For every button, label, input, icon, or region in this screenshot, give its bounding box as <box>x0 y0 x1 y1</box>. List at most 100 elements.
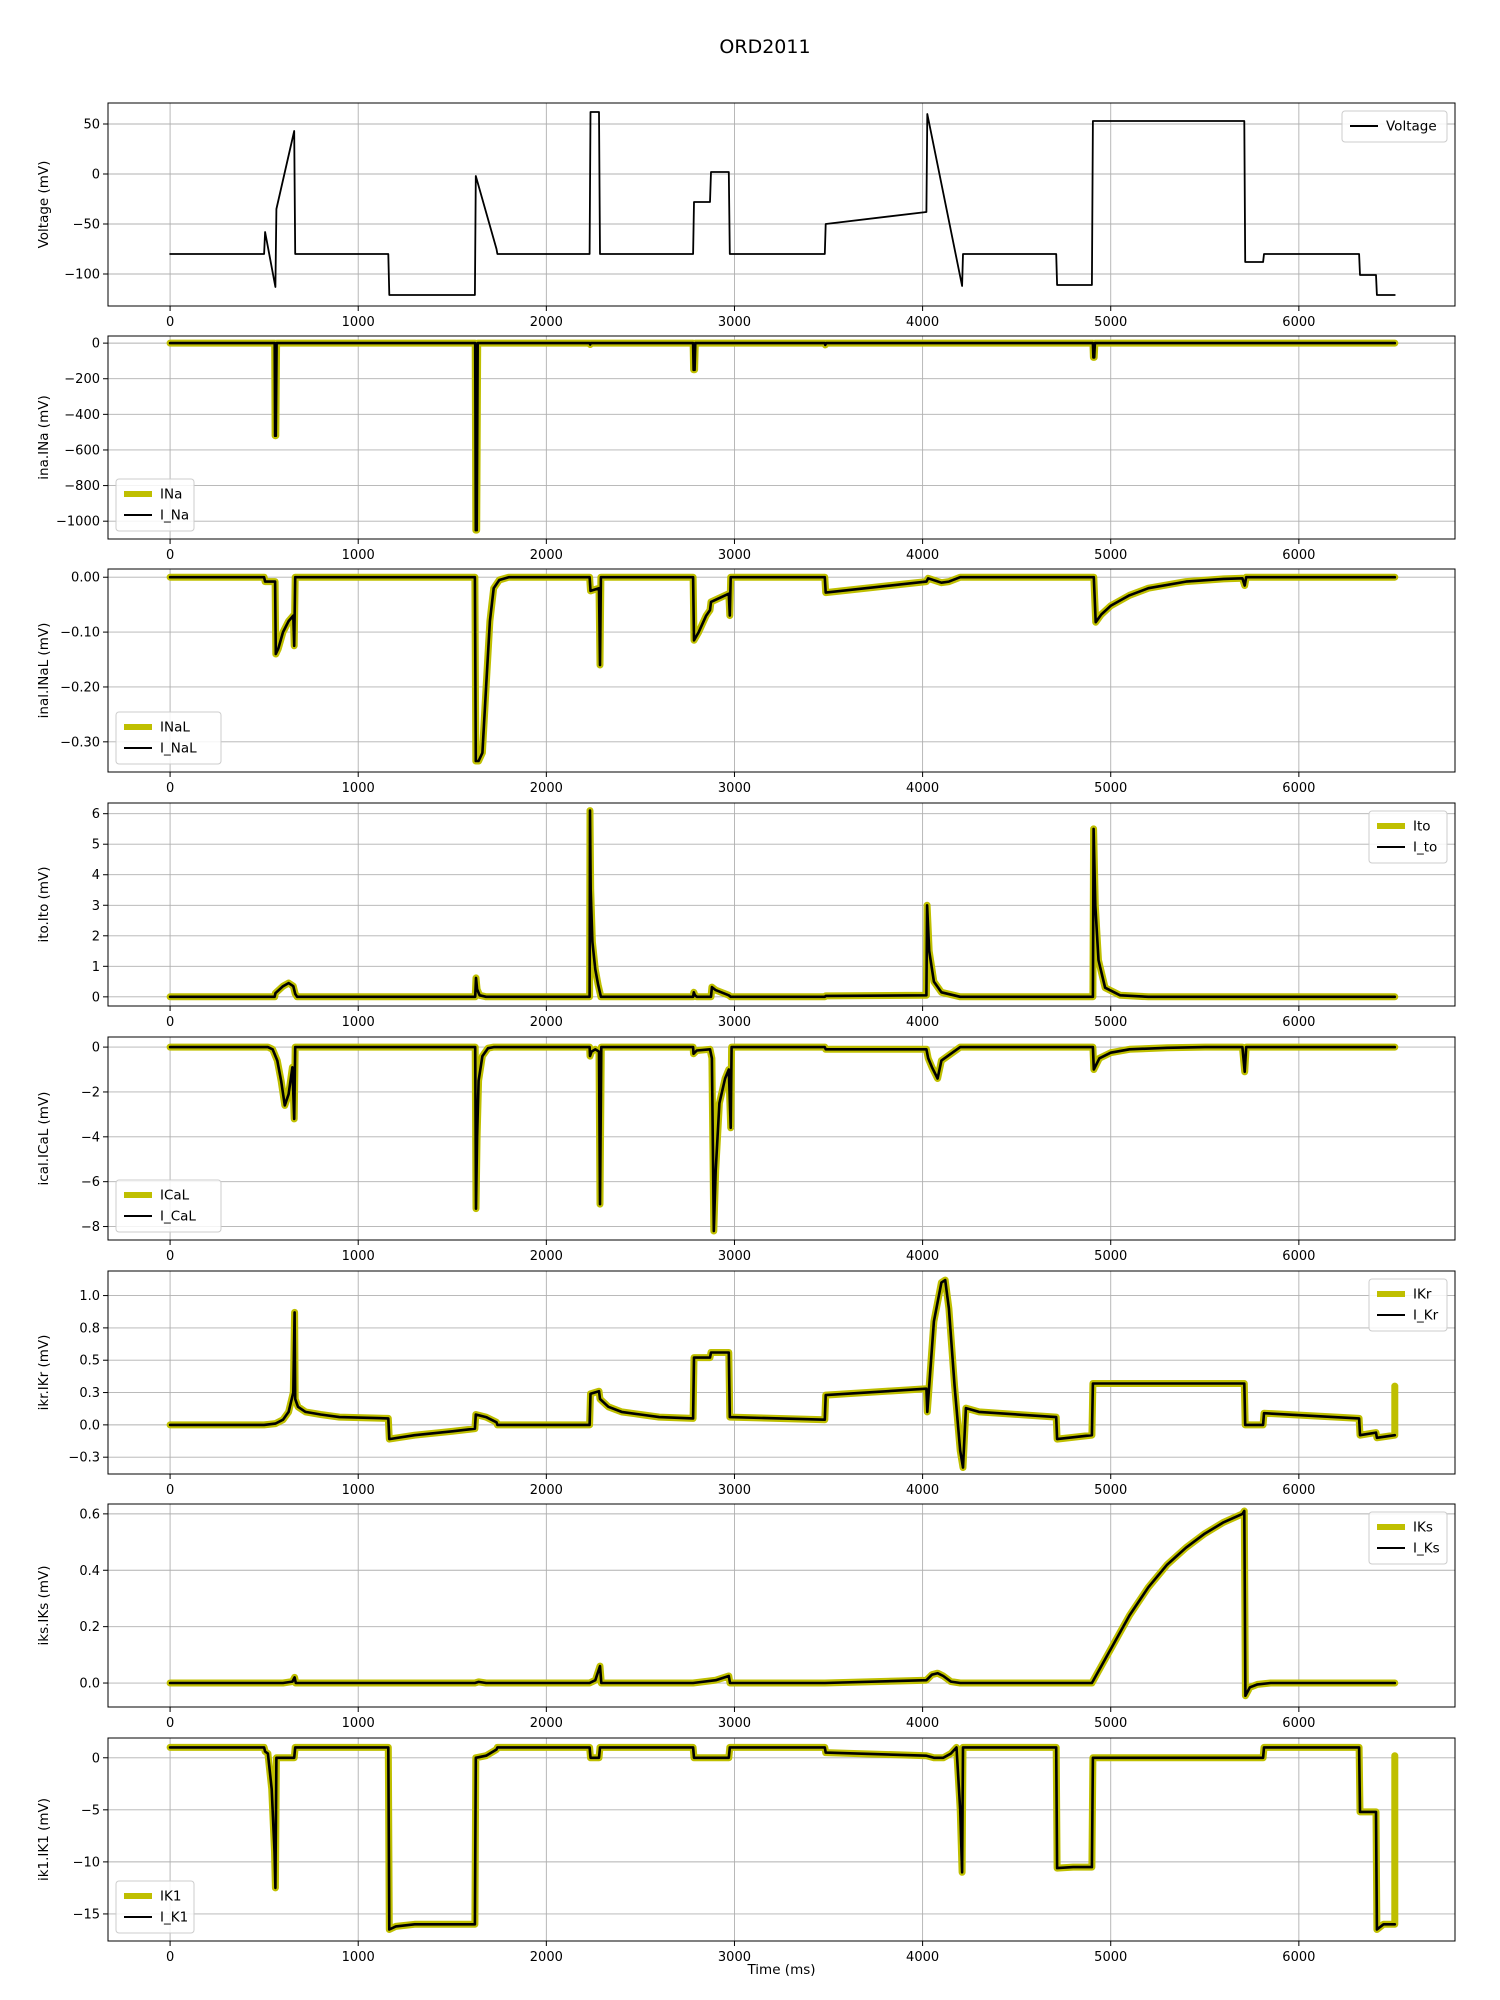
legend-label: INa <box>160 487 182 503</box>
x-tick-label: 2000 <box>530 1483 563 1498</box>
y-tick-label: 0.6 <box>79 1507 100 1522</box>
figure-title: ORD2011 <box>719 36 811 58</box>
x-tick-label: 2000 <box>530 1950 563 1965</box>
x-tick-label: 6000 <box>1282 315 1315 330</box>
series-line-Voltage <box>169 111 1396 296</box>
x-tick-label: 3000 <box>718 1950 751 1965</box>
x-tick-label: 4000 <box>906 1716 939 1731</box>
y-tick-label: −400 <box>64 408 100 423</box>
y-tick-label: 0 <box>92 990 100 1005</box>
x-tick-label: 6000 <box>1282 1716 1315 1731</box>
legend-label: I_Na <box>160 508 189 524</box>
axes-frame <box>107 568 1456 773</box>
x-tick-label: 2000 <box>530 1716 563 1731</box>
x-tick-label: 2000 <box>530 781 563 796</box>
y-tick-label: 0.5 <box>79 1354 100 1369</box>
axes-frame <box>107 335 1456 540</box>
y-tick-label: 6 <box>92 807 100 822</box>
y-tick-label: −6 <box>81 1175 100 1190</box>
y-tick-label: 0.00 <box>71 571 100 586</box>
subplot-2: 0 1000 2000 3000 4000 5000 6000 −1000 −800 −600 −4… <box>36 335 1456 563</box>
series-line-IK1 <box>166 1743 1399 1933</box>
x-tick-label: 4000 <box>906 1249 939 1264</box>
series-line-IKr <box>166 1276 1399 1471</box>
y-tick-label: −8 <box>81 1220 100 1235</box>
series-line-ICaL <box>166 1043 1399 1235</box>
subplot-8: 0 1000 2000 3000 4000 5000 6000 −15 −10 −5 0 ik1.IK… <box>36 1737 1456 1965</box>
y-tick-label: 0.0 <box>79 1418 100 1433</box>
legend-label: I_NaL <box>160 741 197 757</box>
y-axis-label: inal.INaL (mV) <box>36 623 52 719</box>
x-tick-label: 0 <box>166 1716 174 1731</box>
y-tick-label: −10 <box>73 1855 100 1870</box>
x-tick-label: 4000 <box>906 1950 939 1965</box>
x-tick-label: 4000 <box>906 781 939 796</box>
x-tick-label: 6000 <box>1282 548 1315 563</box>
legend-label: I_Kr <box>1413 1308 1439 1324</box>
axes-frame <box>107 102 1456 307</box>
x-tick-label: 1000 <box>342 315 375 330</box>
x-axis-label: Time (ms) <box>746 1962 815 1978</box>
x-tick-label: 6000 <box>1282 1483 1315 1498</box>
x-tick-label: 6000 <box>1282 1950 1315 1965</box>
axes-frame <box>107 1737 1456 1942</box>
y-axis-label: iks.IKs (mV) <box>36 1566 52 1646</box>
y-tick-label: 0.2 <box>79 1620 100 1635</box>
y-tick-label: −1000 <box>56 515 100 530</box>
x-tick-label: 1000 <box>342 548 375 563</box>
x-tick-label: 3000 <box>718 315 751 330</box>
series-line-I_NaL <box>168 575 1397 763</box>
x-tick-label: 0 <box>166 315 174 330</box>
subplot-6: 0 1000 2000 3000 4000 5000 6000 −0.3 0.0 0.3 0.5 0.… <box>36 1270 1456 1498</box>
y-tick-label: −0.10 <box>60 626 100 641</box>
y-tick-label: −15 <box>73 1907 100 1922</box>
legend-label: IKr <box>1413 1287 1432 1303</box>
subplot-7: 0 1000 2000 3000 4000 5000 6000 0.0 0.2 0.4 0.6 iks… <box>36 1503 1456 1731</box>
x-tick-label: 5000 <box>1094 1015 1127 1030</box>
legend: Ito I_to <box>1368 810 1448 864</box>
x-tick-label: 0 <box>166 1950 174 1965</box>
legend: IKr I_Kr <box>1368 1278 1448 1332</box>
series-line-IKs <box>166 1507 1399 1700</box>
y-tick-label: 50 <box>83 118 100 133</box>
y-tick-label: 1 <box>92 960 100 975</box>
x-tick-label: 1000 <box>342 1483 375 1498</box>
series-line-I_CaL <box>168 1045 1397 1233</box>
y-tick-label: 3 <box>92 899 100 914</box>
y-tick-label: 5 <box>92 838 100 853</box>
x-tick-label: 3000 <box>718 548 751 563</box>
axes-frame <box>107 1270 1456 1475</box>
x-tick-label: 3000 <box>718 781 751 796</box>
subplot-5: 0 1000 2000 3000 4000 5000 6000 −8 −6 −4 −2 0 ical.I… <box>36 1036 1456 1264</box>
x-tick-label: 0 <box>166 781 174 796</box>
x-tick-label: 5000 <box>1094 1483 1127 1498</box>
legend-label: I_CaL <box>160 1209 196 1225</box>
legend-label: I_to <box>1413 840 1437 856</box>
y-tick-label: −4 <box>81 1130 100 1145</box>
x-tick-label: 1000 <box>342 1950 375 1965</box>
y-axis-label: ito.Ito (mV) <box>36 866 52 942</box>
y-tick-label: 0 <box>92 1041 100 1056</box>
y-tick-label: 0.0 <box>79 1677 100 1692</box>
y-tick-label: −5 <box>81 1803 100 1818</box>
legend-label: Voltage <box>1386 119 1437 135</box>
series-line-Ito <box>166 807 1399 1001</box>
legend: INaL I_NaL <box>115 711 222 765</box>
subplot-1: 0 1000 2000 3000 4000 5000 6000 −100 −50 0 50 Volta… <box>36 102 1456 330</box>
y-tick-label: −0.20 <box>60 680 100 695</box>
subplot-3: 0 1000 2000 3000 4000 5000 6000 −0.30 −0.20 −0.10… <box>36 568 1456 796</box>
x-tick-label: 5000 <box>1094 1950 1127 1965</box>
legend-label: I_Ks <box>1413 1541 1440 1557</box>
x-tick-label: 4000 <box>906 1015 939 1030</box>
x-tick-label: 1000 <box>342 1716 375 1731</box>
legend: Voltage <box>1341 110 1448 143</box>
legend-label: ICaL <box>160 1188 190 1204</box>
x-tick-label: 2000 <box>530 315 563 330</box>
legend-label: IKs <box>1413 1520 1433 1536</box>
series-line-I_Ks <box>168 1509 1397 1697</box>
y-tick-label: −200 <box>64 372 100 387</box>
x-tick-label: 6000 <box>1282 1015 1315 1030</box>
legend: IKs I_Ks <box>1368 1511 1448 1565</box>
y-tick-label: −2 <box>81 1085 100 1100</box>
axes-frame <box>107 802 1456 1007</box>
